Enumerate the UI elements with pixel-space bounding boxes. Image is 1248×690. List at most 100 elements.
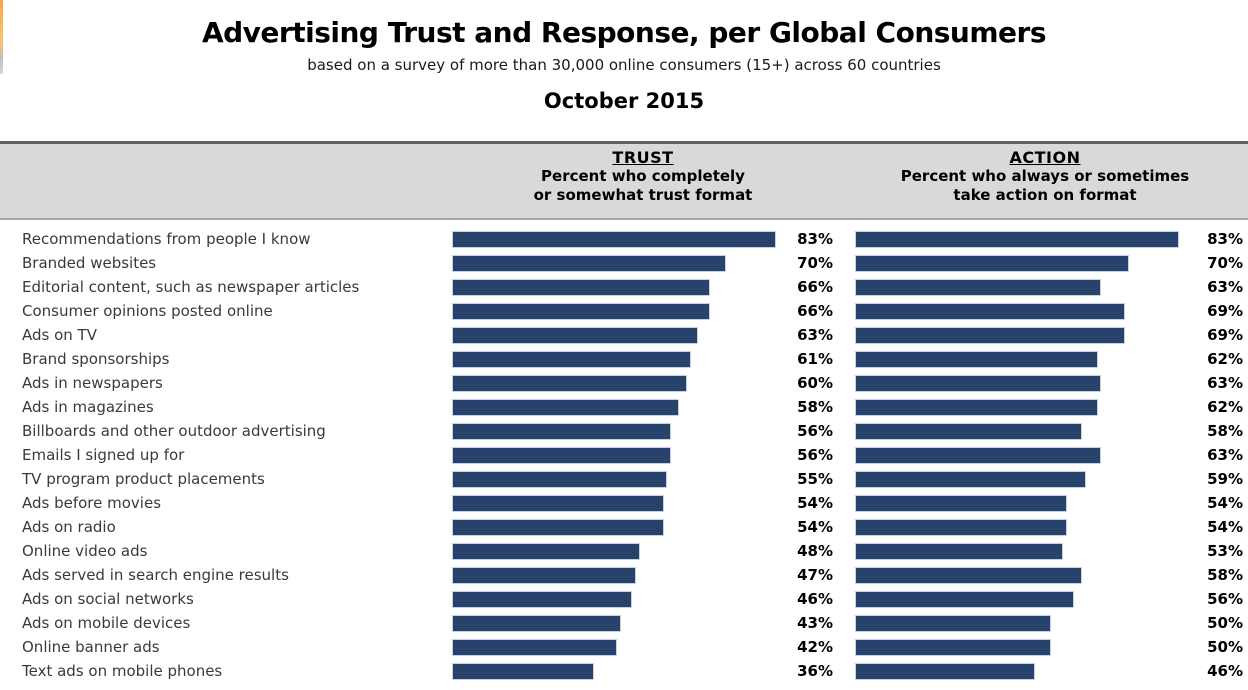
category-label: Ads on TV (22, 326, 97, 344)
action-bar (855, 278, 1101, 296)
category-label: Billboards and other outdoor advertising (22, 422, 326, 440)
action-value: 58% (1207, 566, 1243, 584)
trust-value: 54% (797, 518, 833, 536)
category-label: Brand sponsorships (22, 350, 170, 368)
logo-edge-strip (0, 0, 3, 74)
trust-value: 60% (797, 374, 833, 392)
action-bar-cell (855, 323, 1180, 347)
trust-bar-cell (452, 635, 777, 659)
trust-bar-cell (452, 491, 777, 515)
category-label: Ads in magazines (22, 398, 154, 416)
action-bar-cell (855, 611, 1180, 635)
trust-bar-cell (452, 419, 777, 443)
action-bar (855, 566, 1082, 584)
table-row: Ads on mobile devices 43% 50% (0, 611, 1248, 635)
trust-subheading-line2: or somewhat trust format (533, 186, 753, 204)
action-bar-cell (855, 347, 1180, 371)
trust-bar-cell (452, 227, 777, 251)
action-subheading-line1: Percent who always or sometimes (900, 167, 1190, 185)
trust-bar-cell (452, 611, 777, 635)
trust-bar-cell (452, 299, 777, 323)
category-label: Consumer opinions posted online (22, 302, 273, 320)
action-bar-cell (855, 659, 1180, 683)
action-value: 63% (1207, 446, 1243, 464)
trust-bar (452, 422, 671, 440)
action-value: 46% (1207, 662, 1243, 680)
category-label: Ads on radio (22, 518, 116, 536)
action-bar-cell (855, 227, 1180, 251)
trust-value: 56% (797, 446, 833, 464)
trust-value: 83% (797, 230, 833, 248)
action-value: 58% (1207, 422, 1243, 440)
table-row: Ads on social networks 46% 56% (0, 587, 1248, 611)
trust-value: 47% (797, 566, 833, 584)
trust-bar-cell (452, 323, 777, 347)
action-value: 54% (1207, 518, 1243, 536)
action-value: 69% (1207, 326, 1243, 344)
action-bar (855, 446, 1101, 464)
category-label: Emails I signed up for (22, 446, 185, 464)
action-value: 50% (1207, 614, 1243, 632)
action-value: 62% (1207, 398, 1243, 416)
trust-bar (452, 302, 710, 320)
trust-bar (452, 254, 726, 272)
table-row: Recommendations from people I know 83% 83% (0, 227, 1248, 251)
trust-value: 48% (797, 542, 833, 560)
trust-value: 42% (797, 638, 833, 656)
table-row: Billboards and other outdoor advertising… (0, 419, 1248, 443)
trust-bar-cell (452, 659, 777, 683)
table-row: Ads served in search engine results 47% 58… (0, 563, 1248, 587)
chart-date: October 2015 (543, 89, 705, 113)
action-bar (855, 254, 1129, 272)
table-row: Ads in magazines 58% 62% (0, 395, 1248, 419)
column-header-band: TRUST Percent who completely or somewhat… (0, 141, 1248, 220)
trust-bar (452, 230, 776, 248)
action-bar-cell (855, 275, 1180, 299)
trust-bar (452, 590, 632, 608)
trust-bar (452, 614, 621, 632)
trust-bar (452, 350, 691, 368)
action-value: 70% (1207, 254, 1243, 272)
table-row: Ads in newspapers 60% 63% (0, 371, 1248, 395)
action-value: 50% (1207, 638, 1243, 656)
action-value: 63% (1207, 278, 1243, 296)
table-row: Brand sponsorships 61% 62% (0, 347, 1248, 371)
table-row: Branded websites 70% 70% (0, 251, 1248, 275)
trust-heading: TRUST (612, 148, 674, 167)
trust-bar-cell (452, 539, 777, 563)
trust-value: 55% (797, 470, 833, 488)
trust-bar-cell (452, 443, 777, 467)
action-bar-cell (855, 251, 1180, 275)
trust-bar (452, 494, 664, 512)
category-label: Ads in newspapers (22, 374, 163, 392)
action-bar-cell (855, 371, 1180, 395)
trust-bar (452, 542, 640, 560)
action-bar-cell (855, 299, 1180, 323)
trust-value: 70% (797, 254, 833, 272)
action-bar-cell (855, 563, 1180, 587)
trust-value: 66% (797, 302, 833, 320)
trust-value: 66% (797, 278, 833, 296)
action-value: 83% (1207, 230, 1243, 248)
action-bar (855, 470, 1086, 488)
trust-bar-cell (452, 251, 777, 275)
trust-bar-cell (452, 563, 777, 587)
action-bar-cell (855, 395, 1180, 419)
chart-title: Advertising Trust and Response, per Glob… (201, 16, 1047, 49)
action-value: 54% (1207, 494, 1243, 512)
table-row: Consumer opinions posted online 66% 69% (0, 299, 1248, 323)
action-bar-cell (855, 635, 1180, 659)
action-value: 62% (1207, 350, 1243, 368)
category-label: TV program product placements (22, 470, 265, 488)
action-subheading-line2: take action on format (953, 186, 1137, 204)
trust-bar-cell (452, 587, 777, 611)
chart-subtitle: based on a survey of more than 30,000 on… (307, 56, 941, 74)
action-value: 56% (1207, 590, 1243, 608)
action-bar (855, 590, 1074, 608)
trust-bar-cell (452, 275, 777, 299)
table-row: Ads before movies 54% 54% (0, 491, 1248, 515)
category-label: Ads before movies (22, 494, 162, 512)
trust-value: 56% (797, 422, 833, 440)
category-label: Online banner ads (22, 638, 160, 656)
